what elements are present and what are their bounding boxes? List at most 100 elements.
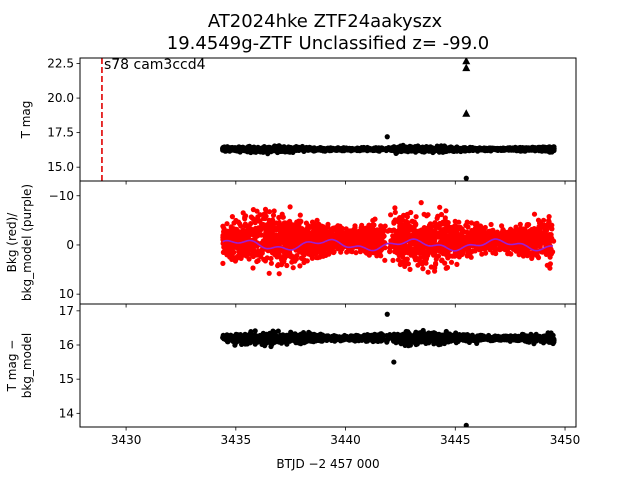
data-point xyxy=(372,216,378,222)
data-point xyxy=(500,230,506,237)
bkg-model-line xyxy=(222,238,554,252)
series-tmag-2 xyxy=(462,58,471,117)
data-point xyxy=(268,225,274,231)
data-point xyxy=(523,231,529,237)
data-point xyxy=(367,243,373,250)
data-point xyxy=(530,232,536,239)
data-point xyxy=(260,221,266,227)
data-point xyxy=(428,227,435,234)
data-point xyxy=(302,257,308,263)
data-point xyxy=(361,235,368,241)
data-point xyxy=(224,252,230,258)
data-point xyxy=(233,145,239,151)
data-point xyxy=(488,221,494,228)
data-point xyxy=(404,211,410,217)
data-point xyxy=(226,245,232,251)
data-point xyxy=(352,223,358,229)
data-point xyxy=(375,251,381,257)
data-point xyxy=(322,147,328,153)
data-point xyxy=(480,245,486,251)
data-point xyxy=(438,146,444,152)
data-point xyxy=(269,229,275,235)
data-point xyxy=(513,224,519,230)
data-point xyxy=(445,222,451,229)
data-point xyxy=(273,220,279,226)
data-point xyxy=(250,231,256,237)
data-point xyxy=(421,211,427,217)
data-point xyxy=(242,223,248,229)
data-point xyxy=(437,204,443,210)
data-point xyxy=(414,240,420,246)
data-point xyxy=(402,248,408,255)
data-point xyxy=(531,211,538,217)
plot-area-bkg xyxy=(220,200,557,277)
data-point xyxy=(434,143,440,149)
data-point xyxy=(361,231,367,237)
data-point xyxy=(446,148,452,154)
data-point xyxy=(546,248,552,254)
data-point xyxy=(280,214,286,220)
data-point xyxy=(475,236,481,242)
data-point xyxy=(495,240,501,246)
data-point xyxy=(381,233,387,239)
data-point xyxy=(530,146,536,152)
data-point xyxy=(408,252,414,258)
upper-limit-marker xyxy=(462,63,471,72)
outlier-point xyxy=(463,175,469,181)
data-point xyxy=(443,232,449,238)
data-point xyxy=(417,255,424,261)
data-point xyxy=(312,225,318,231)
data-point xyxy=(423,260,429,266)
data-point xyxy=(245,242,251,248)
data-point xyxy=(466,252,473,258)
data-point xyxy=(433,261,439,267)
data-point xyxy=(283,251,289,258)
upper-limit-marker xyxy=(462,58,471,65)
data-point xyxy=(313,147,319,153)
data-point xyxy=(266,270,272,276)
data-point xyxy=(465,146,471,152)
data-point xyxy=(265,144,271,150)
data-point xyxy=(412,232,418,238)
data-point xyxy=(517,221,523,227)
data-point xyxy=(549,236,555,242)
data-point xyxy=(353,250,359,256)
data-point xyxy=(414,147,420,153)
data-point xyxy=(434,215,440,221)
data-point xyxy=(222,243,228,249)
data-point xyxy=(287,204,293,210)
data-point xyxy=(542,226,548,232)
data-point xyxy=(405,261,411,267)
data-point xyxy=(440,250,446,256)
data-point xyxy=(398,251,404,258)
outlier-point xyxy=(384,134,390,140)
data-point xyxy=(275,262,281,268)
data-point xyxy=(220,260,226,266)
data-point xyxy=(273,145,279,151)
data-point xyxy=(541,239,547,245)
data-point xyxy=(491,233,498,239)
data-point xyxy=(432,251,438,258)
data-point xyxy=(387,147,393,153)
sector-annotation: s78 cam3ccd4 xyxy=(104,57,206,73)
y-tick-label: 15.0 xyxy=(47,160,74,174)
data-point xyxy=(235,219,242,225)
data-point xyxy=(258,232,265,238)
data-point xyxy=(454,261,460,267)
data-point xyxy=(514,233,520,239)
data-point xyxy=(456,219,462,225)
data-point xyxy=(259,146,265,152)
series-bkg-1 xyxy=(222,238,554,252)
data-point xyxy=(304,246,311,253)
data-point xyxy=(425,240,431,246)
data-point xyxy=(304,146,310,152)
data-point xyxy=(516,252,522,258)
data-point xyxy=(507,234,513,240)
y-axis-label: bkg_model (purple) xyxy=(20,184,34,301)
series-tmag-1 xyxy=(384,134,469,181)
data-point xyxy=(357,146,363,152)
data-point xyxy=(320,236,326,242)
data-point xyxy=(328,146,334,152)
